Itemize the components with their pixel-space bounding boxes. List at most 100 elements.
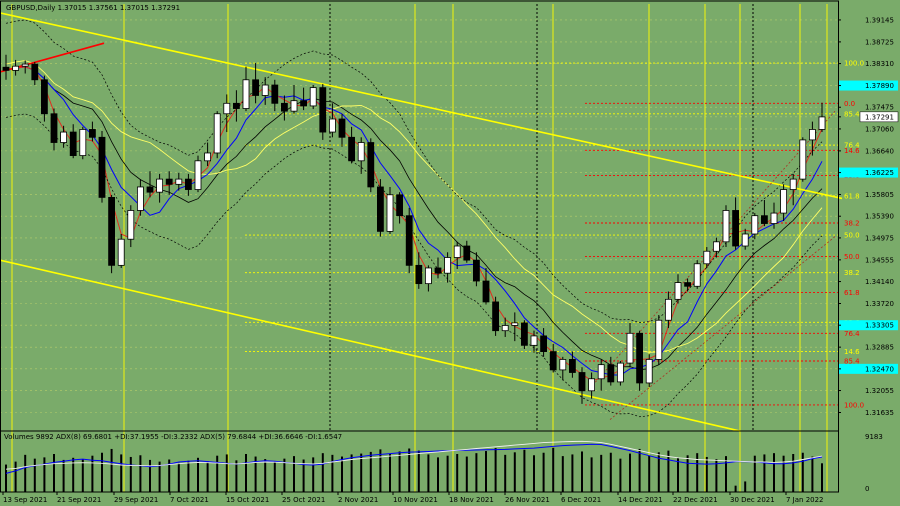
date-tick-label: 10 Nov 2021 [393,496,438,504]
price-label-highlight [839,363,898,374]
date-tick-label: 22 Dec 2021 [673,496,718,504]
fib-level-label: 100.0 [844,60,864,68]
candle-bear [319,87,327,133]
price-tick-label: 1.34555 [865,256,894,264]
price-label-highlight [839,320,898,331]
date-tick-label: 21 Sep 2021 [57,496,101,504]
date-tick-label: 7 Jan 2022 [786,496,824,504]
candle-bear [415,264,423,285]
candle-bull [693,263,701,287]
candle-bear [521,322,528,346]
candle-bull [357,142,365,162]
candle-bear [607,364,615,383]
current-price-label: 1.37291 [865,113,894,121]
price-tick-label: 1.34140 [865,278,894,286]
candle-bull [617,362,624,383]
candle-bull [789,178,797,190]
date-tick-label: 15 Oct 2021 [226,496,269,504]
candle-bull [175,178,183,185]
candle-bear [405,215,413,266]
candle-bear [434,267,442,274]
date-tick-label: 13 Sep 2021 [3,496,47,504]
candle-bear [540,335,547,352]
candle-bull [261,84,269,96]
volume-axis-label: 0 [865,485,869,493]
channel-lower-line [0,259,741,432]
candle-bull [655,319,663,360]
price-tick-label: 1.32885 [865,344,894,352]
candle-bull [453,245,461,258]
price-label-highlight [839,80,898,91]
fib-level-label: 100.0 [844,401,864,409]
candle-bull [722,210,730,243]
date-tick-label: 2 Nov 2021 [338,496,378,504]
di-line [5,440,823,470]
candle-bear [271,84,279,104]
price-label-highlight [839,167,898,178]
volume-header: Volumes 9892 ADX(8) 69.6801 +DI:37.1955 … [4,433,342,441]
candle-bear [761,215,768,224]
candle-bear [684,282,691,287]
candle-bull [242,79,250,109]
candle-bull [290,100,298,112]
fibonacci-levels: 100.00.085.414.676.423.661.838.250.050.0… [245,60,864,409]
price-tick-label: 1.33720 [865,300,894,308]
fib-level-label: 14.6 [844,147,860,155]
price-tick-label: 1.38725 [865,38,894,46]
fib-level-label: 61.8 [844,192,860,200]
candle-bear [578,372,586,392]
candle-bull [21,63,29,67]
candle-bear [50,113,58,143]
candle-bear [41,79,48,115]
date-tick-label: 6 Dec 2021 [561,496,601,504]
bollinger-upper [5,19,823,324]
candle-bear [732,210,739,247]
fib-level-label: 38.2 [844,269,860,277]
ma-black [5,66,823,371]
bollinger-lower [5,113,823,418]
date-tick-label: 30 Dec 2021 [730,496,775,504]
candle-bull [79,129,87,156]
candle-bear [98,136,106,198]
price-tick-label: 1.32470 [865,365,894,373]
candle-bull [117,238,125,266]
current-price-box [859,111,899,123]
price-tick-label: 1.32055 [865,387,894,395]
candle-bull [386,194,394,232]
candle-bull [674,282,682,300]
ma-yellow [5,60,823,353]
candle-bull [703,250,711,265]
candle-bull [818,116,826,130]
price-tick-label: 1.37475 [865,104,894,112]
candle-bull [626,332,634,364]
fib-level-label: 38.2 [844,220,860,228]
candle-bull [559,359,567,371]
rising-channel-lower [609,236,836,420]
candle-bull [424,267,432,285]
candle-bull [213,113,221,154]
price-tick-label: 1.36225 [865,169,894,177]
candle-bear [492,301,500,332]
candle-bear [108,196,115,266]
fib-level-label: 14.6 [844,348,860,356]
candle-bull [770,212,778,224]
candle-bear [252,79,260,96]
fib-level-label: 85.4 [844,358,860,366]
candle-bull [156,178,164,193]
candle-bull [751,215,759,235]
candle-bull [328,118,336,133]
candle-bull [444,257,452,274]
candle-bull [223,102,231,115]
price-tick-label: 1.39145 [865,16,894,24]
candles [2,54,826,404]
candle-bull [741,233,749,247]
price-tick-label: 1.38310 [865,60,894,68]
candle-bear [636,332,643,384]
chart-frame [0,0,839,493]
date-axis: 13 Sep 2021 21 Sep 2021 29 Sep 2021 7 Oct 2… [2,492,824,504]
candle-bull [501,325,509,332]
fib-level-label: 76.4 [844,330,860,338]
